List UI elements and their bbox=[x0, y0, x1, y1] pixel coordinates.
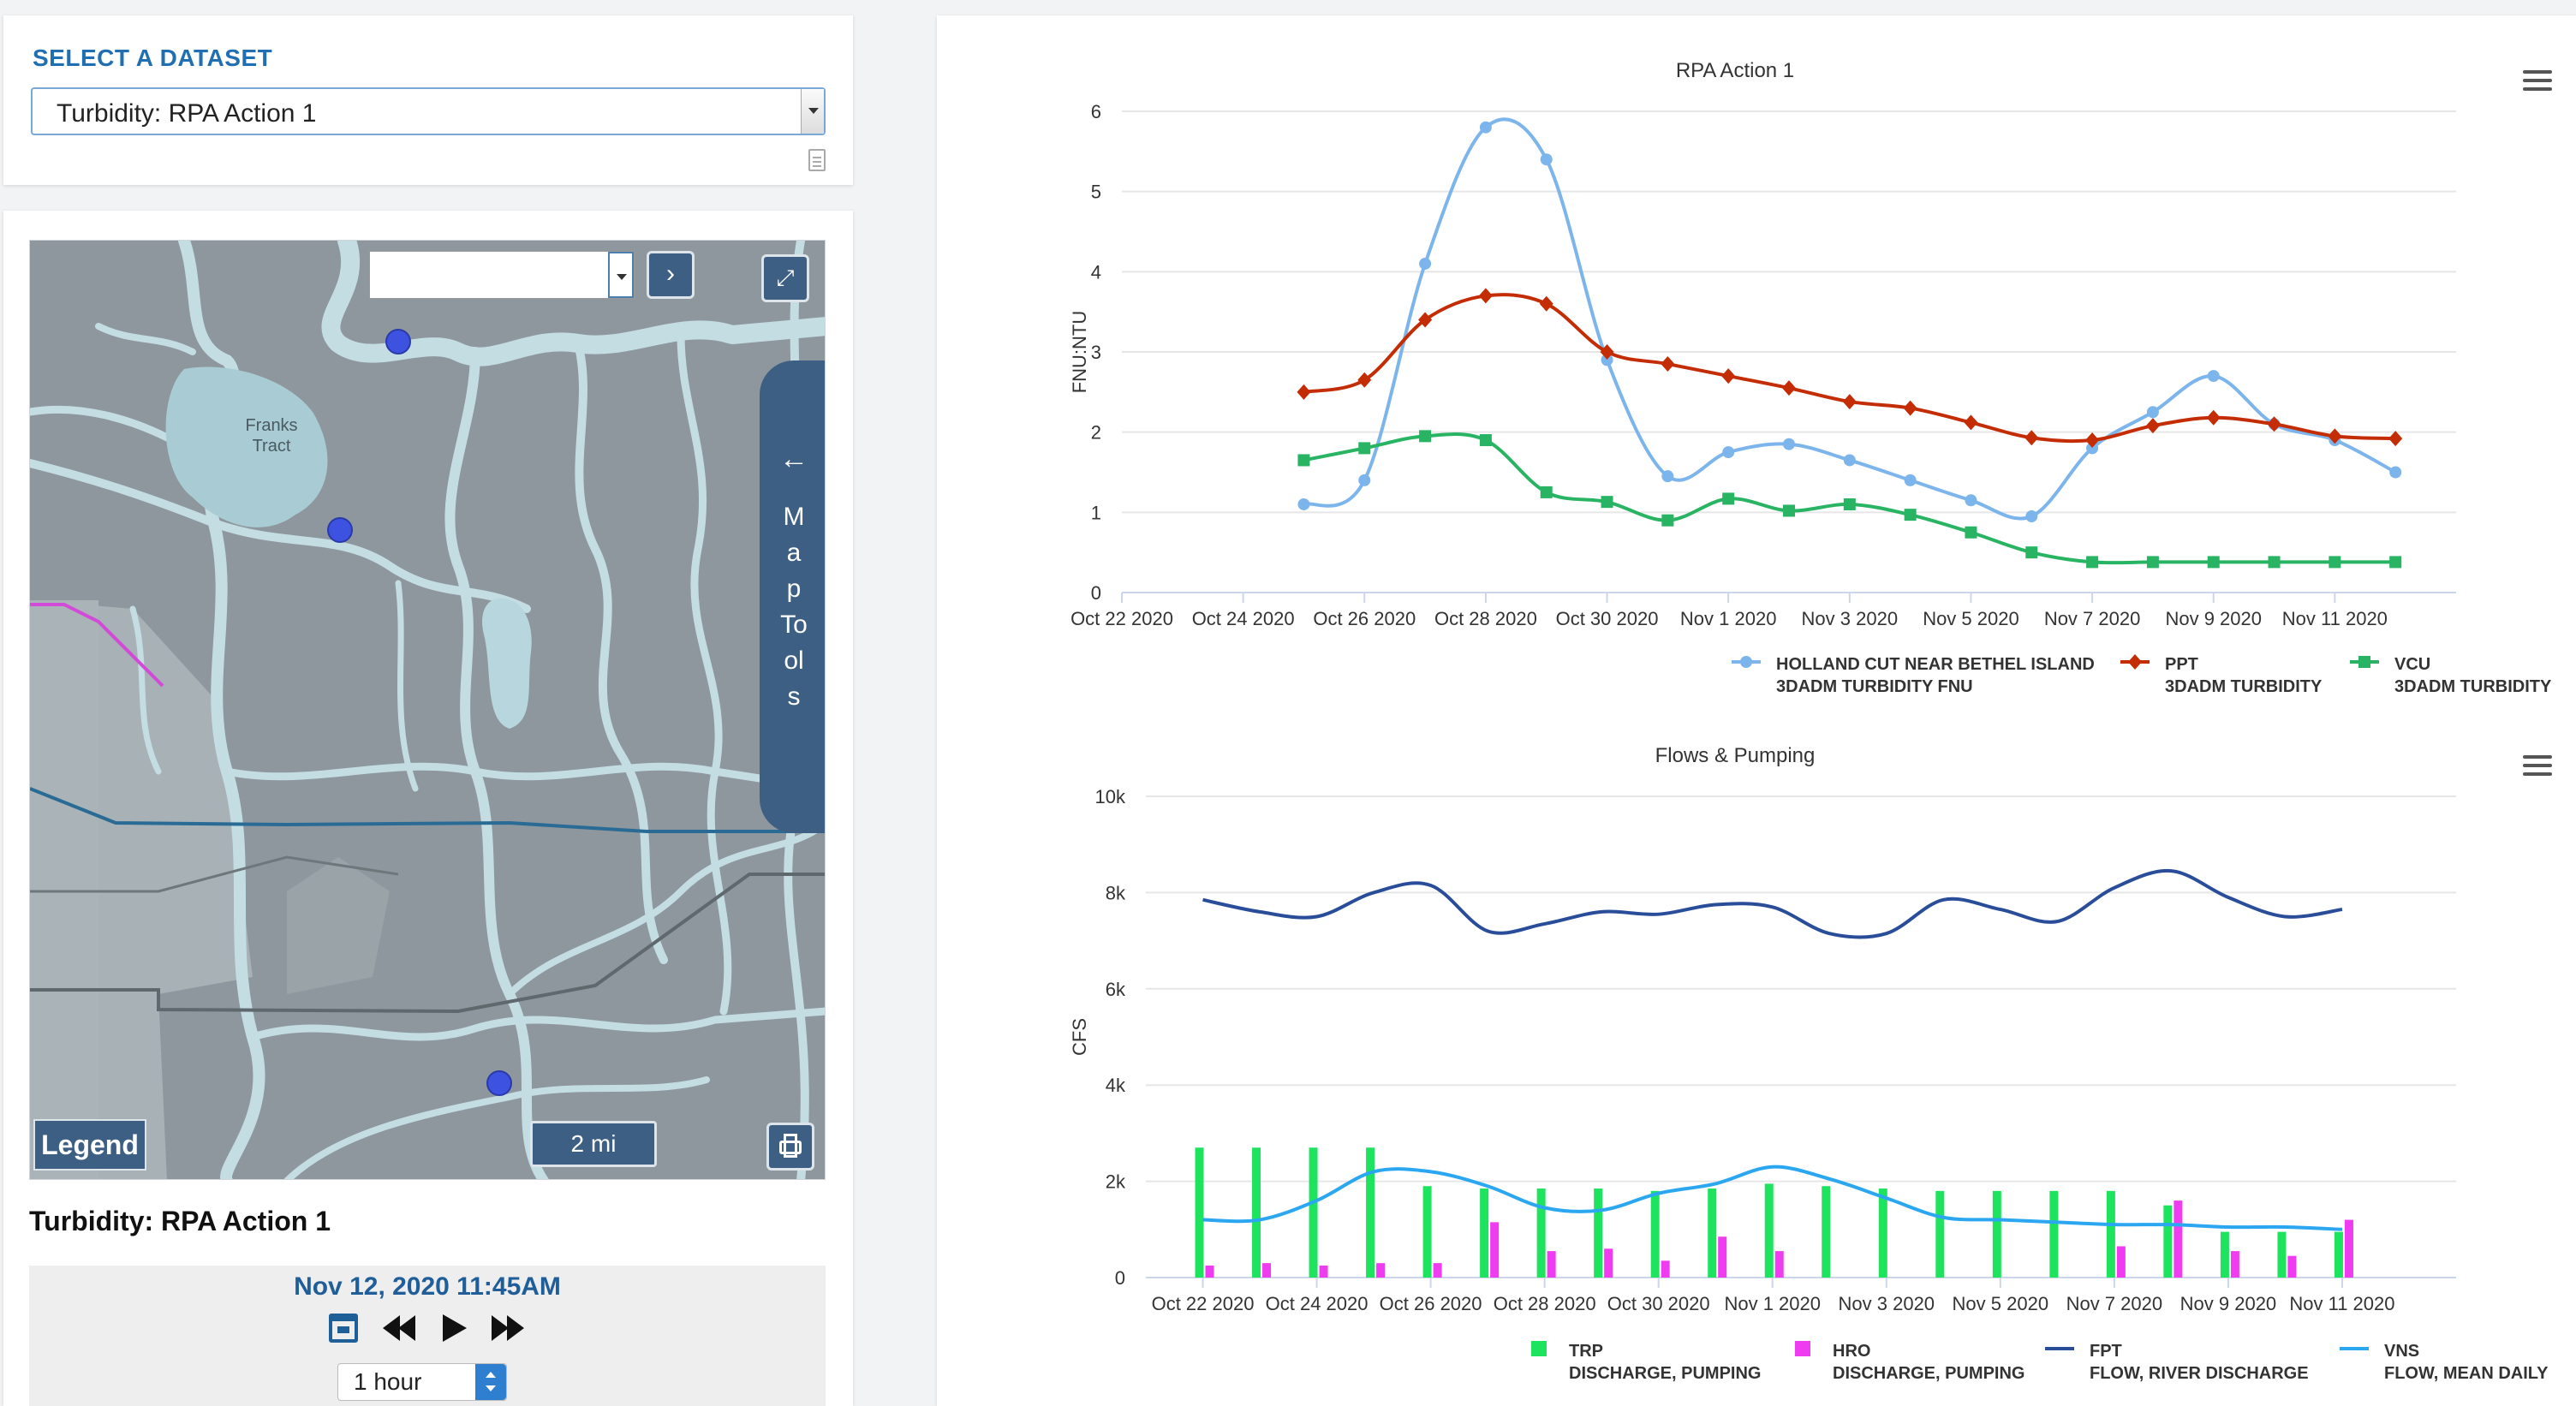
lake-label: Tract bbox=[253, 437, 291, 456]
lake-label: Franks bbox=[245, 416, 297, 435]
map-expand-button[interactable]: ⤢ bbox=[761, 254, 809, 302]
print-icon[interactable] bbox=[766, 1123, 814, 1171]
map-tools-button[interactable]: ← Map Tools bbox=[760, 360, 825, 833]
map-search-input[interactable] bbox=[369, 251, 635, 299]
calendar-icon[interactable] bbox=[329, 1314, 359, 1343]
station-markers[interactable] bbox=[327, 329, 512, 1096]
map-search-dropdown-button[interactable] bbox=[608, 252, 634, 298]
dropdown-arrow-icon bbox=[808, 108, 819, 114]
dataset-selector-card: SELECT A DATASET Turbidity: RPA Action 1 bbox=[3, 15, 853, 185]
playback-controls bbox=[29, 1314, 826, 1343]
current-timestamp: Nov 12, 2020 11:45AM bbox=[294, 1272, 561, 1301]
chart-menu-icon[interactable] bbox=[2523, 755, 2552, 776]
current-dataset-title: Turbidity: RPA Action 1 bbox=[29, 1206, 331, 1236]
station-marker[interactable] bbox=[327, 517, 353, 543]
arrow-left-icon: ← bbox=[779, 443, 808, 475]
dataset-select[interactable]: Turbidity: RPA Action 1 bbox=[31, 87, 826, 135]
interval-select[interactable]: 1 hour bbox=[337, 1363, 507, 1401]
map-view[interactable]: Franks Tract › ⤢ ← Map Tools Legend 2 mi bbox=[29, 240, 826, 1180]
dataset-select-value: Turbidity: RPA Action 1 bbox=[57, 99, 317, 128]
interval-stepper-icon[interactable] bbox=[475, 1364, 506, 1400]
document-icon[interactable] bbox=[808, 149, 826, 171]
map-scale-bar: 2 mi bbox=[530, 1121, 657, 1167]
rewind-icon[interactable] bbox=[382, 1314, 417, 1343]
play-icon[interactable] bbox=[441, 1314, 468, 1343]
dataset-select-button[interactable] bbox=[801, 89, 824, 134]
map-legend-button[interactable]: Legend bbox=[33, 1119, 146, 1171]
map-canvas: Franks Tract bbox=[30, 241, 825, 1179]
charts-card bbox=[937, 15, 2576, 1406]
fast-forward-icon[interactable] bbox=[491, 1314, 526, 1343]
station-marker[interactable] bbox=[385, 329, 411, 354]
chart-menu-icon[interactable] bbox=[2523, 70, 2552, 91]
map-search-go-button[interactable]: › bbox=[647, 251, 695, 299]
map-tools-label: Map Tools bbox=[780, 503, 808, 711]
dataset-selector-title: SELECT A DATASET bbox=[33, 45, 273, 71]
interval-value: 1 hour bbox=[354, 1368, 422, 1395]
station-marker[interactable] bbox=[486, 1070, 512, 1096]
time-controls-panel: Nov 12, 2020 11:45AM 1 hour bbox=[29, 1266, 826, 1406]
